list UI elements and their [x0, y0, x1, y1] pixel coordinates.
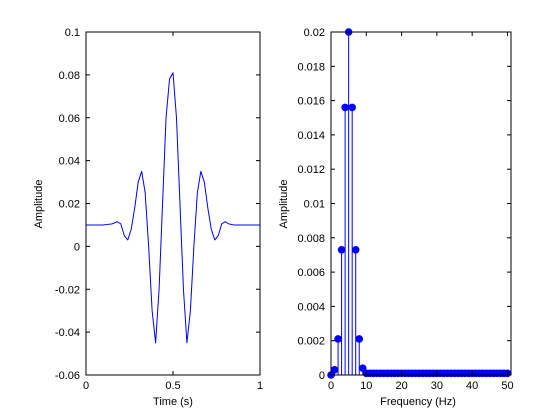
x-tick-label: 20 — [395, 380, 407, 392]
y-axis-label: Amplitude — [278, 180, 290, 229]
stem-marker — [351, 246, 360, 254]
y-tick-label: 0.002 — [297, 336, 325, 348]
y-tick-label: 0.016 — [297, 96, 325, 108]
x-tick-label: 0.5 — [165, 380, 180, 392]
x-tick-label: 30 — [431, 380, 443, 392]
y-tick-label: 0.06 — [59, 113, 80, 125]
y-tick-label: 0 — [74, 241, 80, 253]
stem-marker — [341, 103, 349, 112]
x-tick-label: 0 — [83, 380, 89, 392]
stem-marker — [334, 335, 342, 343]
y-tick-label: 0 — [319, 370, 325, 382]
stem-marker — [355, 335, 364, 343]
frequency-axis-ticks: 0 10 20 30 40 50 0 0.002 0.004 0.006 0.008 0.01 0.01… — [297, 27, 513, 392]
y-tick-label: 0.014 — [297, 130, 325, 142]
plot-area — [86, 32, 260, 375]
x-tick-label: 40 — [466, 380, 478, 392]
y-tick-label: 0.006 — [297, 267, 325, 279]
y-tick-label: 0.008 — [297, 233, 325, 245]
x-axis-label: Time (s) — [153, 396, 193, 408]
y-tick-label: 0.02 — [304, 27, 325, 39]
time-axis-ticks: 0 0.5 1 -0.06 -0.04 -0.02 0 0.02 0.04 0.06 0.08 0.1 — [55, 27, 263, 392]
y-axis-label: Amplitude — [33, 180, 45, 229]
y-tick-label: 0.018 — [297, 61, 325, 73]
time-series-marks — [86, 72, 260, 344]
y-tick-label: 0.04 — [59, 156, 80, 168]
y-tick-label: -0.06 — [55, 370, 80, 382]
x-tick-label: 10 — [360, 380, 372, 392]
x-axis-label: Frequency (Hz) — [380, 396, 456, 408]
x-tick-label: 0 — [328, 380, 334, 392]
stem-marker — [358, 364, 367, 372]
stem-marker — [348, 103, 356, 112]
time-domain-plot: 0 0.5 1 -0.06 -0.04 -0.02 0 0.02 0.04 0.06 0.08 0.1… — [33, 27, 263, 408]
y-tick-label: 0.02 — [59, 199, 80, 211]
y-tick-label: -0.02 — [55, 284, 80, 296]
frequency-spectrum-plot: 0 10 20 30 40 50 0 0.002 0.004 0.006 0.008 0.01 0.01… — [278, 27, 514, 408]
y-tick-label: -0.04 — [55, 327, 80, 339]
x-tick-label: 1 — [257, 380, 263, 392]
y-tick-label: 0.01 — [304, 199, 325, 211]
stem-marker — [330, 366, 339, 374]
stem-marker — [337, 246, 346, 254]
y-tick-label: 0.1 — [65, 27, 80, 39]
y-tick-label: 0.012 — [297, 164, 325, 176]
signal-line — [86, 72, 260, 344]
y-tick-label: 0.08 — [59, 70, 80, 82]
plot-area — [331, 32, 511, 375]
y-tick-label: 0.004 — [297, 301, 325, 313]
x-tick-label: 50 — [501, 380, 513, 392]
